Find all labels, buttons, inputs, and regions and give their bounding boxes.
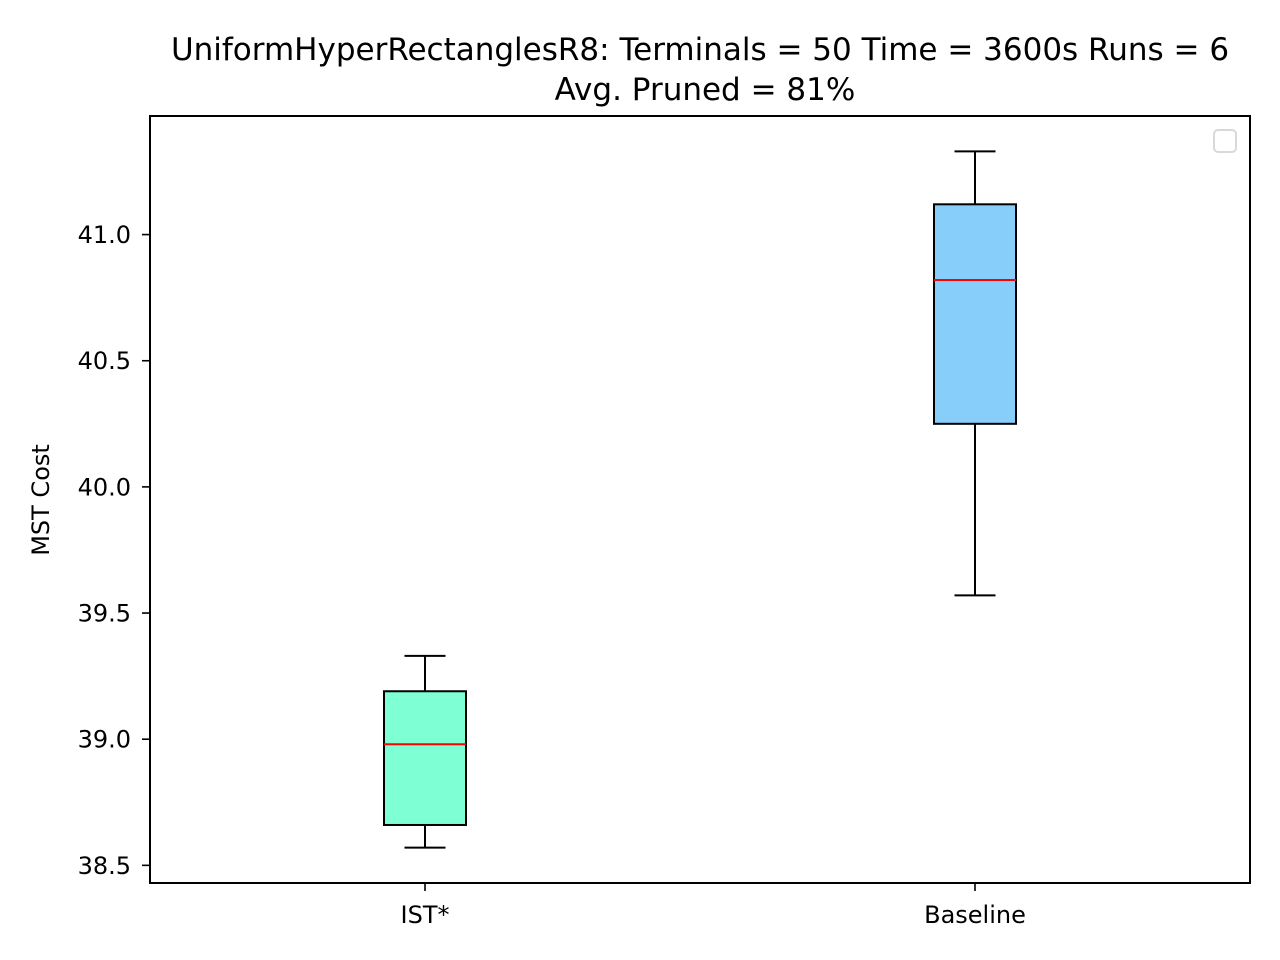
box-baseline	[933, 203, 1017, 425]
chart-subtitle: Avg. Pruned = 81%	[555, 72, 856, 108]
y-tick-label: 40.5	[78, 347, 131, 375]
box-ist	[383, 690, 467, 826]
plot-area: 38.5 39.0 39.5 40.0 40.5 41.0 IST* Baseline	[78, 150, 1026, 929]
y-tick-label: 40.0	[78, 473, 131, 501]
legend-box	[1213, 129, 1237, 153]
y-axis-label: MST Cost	[27, 444, 55, 556]
plot-frame	[149, 115, 1251, 884]
y-tick-label: 39.0	[78, 726, 131, 754]
chart-title: UniformHyperRectanglesR8: Terminals = 50…	[171, 32, 1229, 68]
y-tick-label: 41.0	[78, 221, 131, 249]
x-tick-label: Baseline	[924, 901, 1026, 929]
y-tick-label: 38.5	[78, 852, 131, 880]
y-tick-label: 39.5	[78, 600, 131, 628]
x-tick-label: IST*	[401, 901, 450, 929]
